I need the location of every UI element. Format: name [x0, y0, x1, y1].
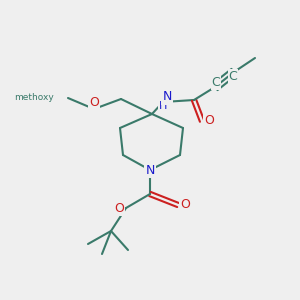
Text: O: O: [89, 95, 99, 109]
Text: O: O: [180, 199, 190, 212]
Text: N: N: [162, 91, 172, 103]
Text: methoxy: methoxy: [14, 94, 54, 103]
Text: O: O: [114, 202, 124, 214]
Text: C: C: [212, 76, 220, 88]
Text: N: N: [145, 164, 155, 176]
Text: O: O: [204, 115, 214, 128]
Text: C: C: [229, 70, 237, 83]
Text: H: H: [159, 101, 167, 111]
